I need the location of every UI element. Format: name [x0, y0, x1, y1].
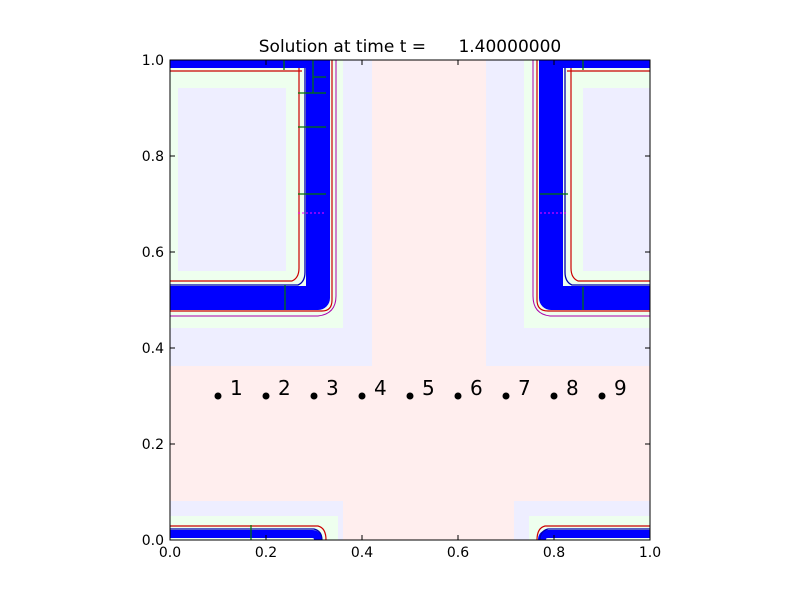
- x-tick-label: 0.0: [159, 545, 181, 561]
- y-tick-label: 0.8: [142, 149, 164, 165]
- gauge-point: [598, 392, 606, 400]
- gauge-point: [454, 392, 462, 400]
- chart-title: Solution at time t = 1.40000000: [259, 37, 561, 57]
- gauge-point: [310, 392, 318, 400]
- gauge-point: [502, 392, 510, 400]
- gauge-label: 5: [422, 376, 435, 400]
- contour-outer-top-left-2: [170, 60, 337, 317]
- contour-outer-top-right: [536, 60, 650, 312]
- y-tick-label: 0.4: [142, 341, 164, 357]
- y-tick-label: 1.0: [142, 53, 164, 69]
- contour-bottom-right-navy: [539, 528, 650, 540]
- x-tick-label: 0.4: [351, 545, 373, 561]
- y-tick-label: 0.2: [142, 437, 164, 453]
- gauge-point: [214, 392, 222, 400]
- gauge-label: 4: [374, 376, 387, 400]
- gauge-point: [550, 392, 558, 400]
- axes: 0.0 0.2 0.4 0.6 0.8 1.0 0.0 0.2 0.4 0.6 0.8 1.0: [142, 53, 661, 561]
- x-tick-label: 1.0: [639, 545, 661, 561]
- lavender-inner-top-left: [178, 88, 286, 271]
- gauge-label: 3: [326, 376, 339, 400]
- gauge-points: 1 2 3 4 5 6 7 8 9: [214, 376, 627, 400]
- x-tick-label: 0.6: [447, 545, 469, 561]
- contour-inner-top-left-2: [170, 60, 300, 282]
- contour-outer-top-left: [170, 60, 333, 312]
- x-tick-label: 0.8: [543, 545, 565, 561]
- gauge-point: [358, 392, 366, 400]
- gauge-point: [262, 392, 270, 400]
- gauge-label: 7: [518, 376, 531, 400]
- x-tick-label: 0.2: [255, 545, 277, 561]
- contour-bottom-right-red: [536, 525, 650, 540]
- contour-bottom-left-navy: [170, 528, 323, 540]
- contour-band-top-right: [539, 60, 650, 310]
- contour-inner-top-right-2: [570, 60, 650, 282]
- gauge-point: [406, 392, 414, 400]
- mesh-lines: [250, 60, 584, 540]
- gauge-label: 8: [566, 376, 579, 400]
- y-tick-label: 0.6: [142, 245, 164, 261]
- gauge-label: 6: [470, 376, 483, 400]
- gauge-label: 1: [230, 376, 243, 400]
- contour-lines: [170, 60, 650, 540]
- plot-frame: [169, 59, 651, 541]
- gauge-label: 9: [614, 376, 627, 400]
- contour-band-bottom-right: [538, 530, 650, 540]
- contour-outer-top-right-2: [532, 60, 650, 317]
- contour-inner-top-left: [170, 60, 306, 286]
- contour-band-top-left: [170, 60, 330, 310]
- contour-bottom-left-red: [170, 525, 327, 540]
- contour-band-bottom-left: [170, 530, 322, 540]
- y-tick-label: 0.0: [142, 533, 164, 549]
- lavender-inner-top-right: [583, 88, 650, 271]
- contour-inner-top-right: [564, 60, 650, 286]
- gauge-label: 2: [278, 376, 291, 400]
